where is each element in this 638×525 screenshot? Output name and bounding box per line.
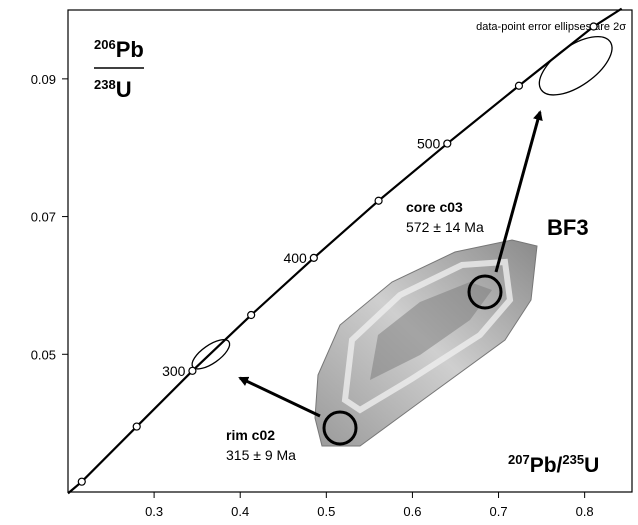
- age-point: [132, 422, 141, 431]
- age-label: 400: [283, 250, 307, 266]
- spot-core: [467, 274, 503, 310]
- x-tick-label: 0.3: [145, 504, 163, 519]
- age-point: [247, 310, 256, 320]
- annotation: 315 ± 9 Ma: [226, 447, 296, 463]
- annotation: rim c02: [226, 427, 275, 443]
- x-tick-label: 0.6: [403, 504, 421, 519]
- x-tick-label: 0.7: [489, 504, 507, 519]
- age-point: [514, 81, 524, 90]
- arrow: [494, 110, 543, 273]
- error-ellipse: [538, 35, 613, 96]
- arrow: [238, 376, 321, 418]
- age-point: [77, 477, 86, 486]
- age-point: [443, 139, 452, 148]
- age-point: [589, 22, 598, 31]
- y-tick-label: 0.05: [31, 347, 56, 362]
- age-point: [374, 196, 383, 205]
- age-label: 500: [417, 136, 441, 152]
- x-tick-label: 0.8: [576, 504, 594, 519]
- age-label: 300: [162, 363, 186, 379]
- spot-rim: [322, 410, 358, 446]
- x-tick-label: 0.4: [231, 504, 249, 519]
- sample-label: BF3: [547, 215, 589, 240]
- x-axis-label: 207Pb/235U: [508, 452, 599, 477]
- zircon-image: [314, 239, 538, 447]
- y-axis-label: 238U: [94, 77, 132, 102]
- note: data-point error ellipses are 2σ: [476, 21, 626, 33]
- y-tick-label: 0.07: [31, 210, 56, 225]
- y-axis-label: 206Pb: [94, 37, 144, 62]
- y-tick-label: 0.09: [31, 72, 56, 87]
- plot-frame: [67, 9, 633, 493]
- x-tick-label: 0.5: [317, 504, 335, 519]
- annotation: 572 ± 14 Ma: [406, 219, 484, 235]
- age-point: [309, 253, 318, 262]
- age-point: [188, 366, 197, 375]
- annotation: core c03: [406, 199, 463, 215]
